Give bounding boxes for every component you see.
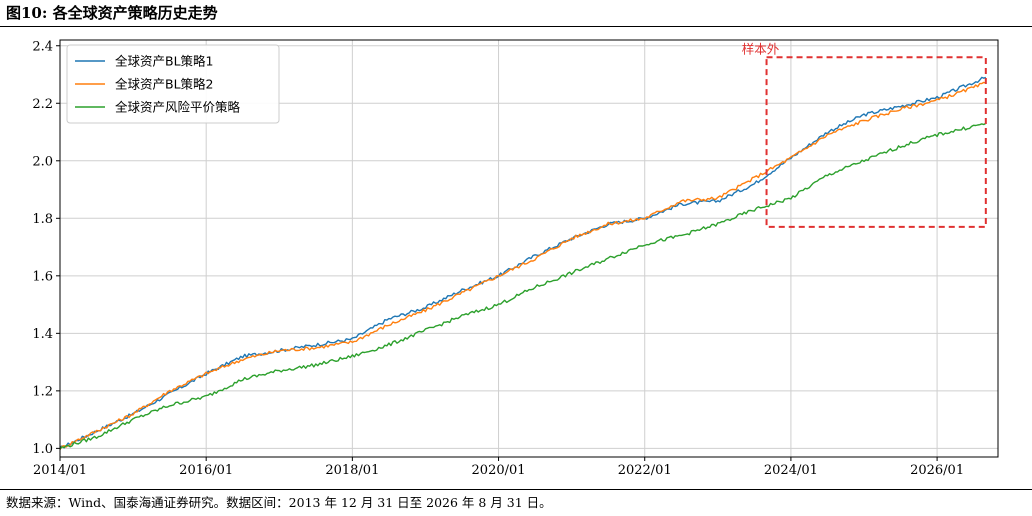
x-tick-label: 2024/01: [764, 463, 818, 478]
y-tick-label: 1.0: [32, 442, 53, 457]
y-tick-label: 2.2: [32, 97, 53, 112]
series-line: [59, 122, 987, 450]
grid: [59, 40, 998, 457]
out-of-sample-box: [765, 56, 987, 228]
x-tick-label: 2016/01: [179, 463, 233, 478]
y-tick-label: 2.0: [32, 154, 53, 169]
y-tick-label: 1.8: [32, 212, 53, 227]
y-tick-label: 1.4: [32, 327, 53, 342]
series-layer: [59, 76, 987, 451]
legend-label: 全球资产风险平价策略: [115, 100, 241, 115]
line-chart: 1.0 1.2 1.4 1.6 1.8 2.0 2.2 2.4 2014/01 2016/01 20…: [32, 39, 999, 478]
axes: 1.0 1.2 1.4 1.6 1.8 2.0 2.2 2.4 2014/01 2016/01 20…: [32, 39, 999, 478]
annotation-label: 样本外: [742, 41, 780, 56]
x-tick-label: 2022/01: [618, 463, 672, 478]
legend-label: 全球资产BL策略2: [115, 77, 214, 92]
x-tick-label: 2018/01: [325, 463, 379, 478]
annotation-layer: 样本外: [742, 41, 987, 228]
y-tick-label: 1.2: [32, 384, 53, 399]
legend-box: [66, 44, 280, 124]
legend-label: 全球资产BL策略1: [115, 54, 214, 69]
series-line: [59, 81, 987, 451]
title-rule: [0, 26, 1032, 27]
y-tick-label: 2.4: [32, 39, 53, 54]
source-rule: [0, 489, 1032, 490]
x-tick-label: 2014/01: [33, 463, 87, 478]
plot-frame: [59, 39, 999, 458]
legend: 全球资产BL策略1 全球资产BL策略2 全球资产风险平价策略: [66, 44, 280, 124]
source-note: 数据来源：Wind、国泰海通证券研究。数据区间：2013 年 12 月 31 日…: [6, 495, 552, 510]
x-tick-label: 2026/01: [910, 463, 964, 478]
figure-title: 图10: 各全球资产策略历史走势: [6, 4, 218, 22]
x-tick-label: 2020/01: [472, 463, 526, 478]
y-tick-label: 1.6: [32, 269, 53, 284]
